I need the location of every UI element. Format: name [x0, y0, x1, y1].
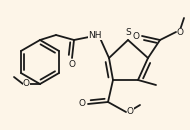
Text: S: S — [125, 28, 131, 37]
Text: O: O — [132, 31, 139, 41]
Text: O: O — [69, 60, 75, 69]
Text: O: O — [127, 106, 134, 115]
Text: O: O — [177, 28, 184, 37]
Text: O: O — [78, 99, 86, 109]
Text: NH: NH — [88, 31, 102, 40]
Text: O: O — [22, 80, 29, 89]
